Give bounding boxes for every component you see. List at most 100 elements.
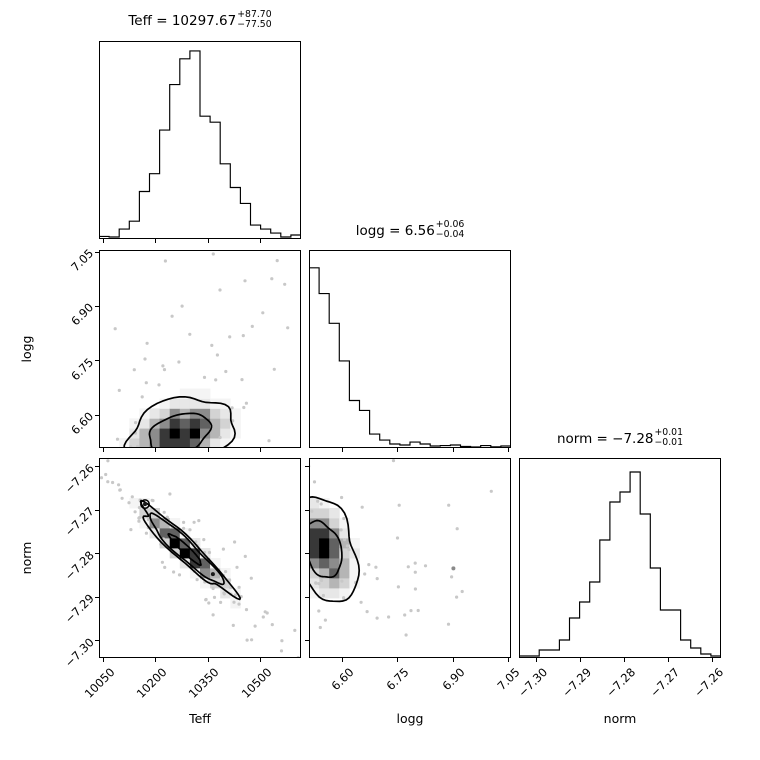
density-cell (139, 518, 150, 529)
contour-line (149, 512, 225, 586)
title-norm-errors: +0.01 −0.01 (654, 427, 684, 449)
sample-point (367, 563, 371, 567)
yaxis-label-logg: logg (19, 335, 34, 363)
sample-point (406, 565, 410, 569)
density-cell (149, 418, 160, 429)
title-norm-minus: −0.01 (654, 437, 684, 448)
contour-line (309, 519, 343, 579)
density-cell (169, 418, 181, 429)
y-tick (305, 596, 309, 598)
sample-point (374, 565, 378, 569)
sample-point (319, 502, 323, 506)
sample-point (310, 509, 314, 513)
contour-line (148, 412, 213, 448)
density-cell (159, 418, 171, 429)
sample-point (375, 616, 379, 620)
sample-point (450, 575, 454, 579)
x-tick (103, 239, 105, 243)
x-tick (536, 658, 538, 662)
title-norm: norm = −7.28 +0.01 −0.01 (519, 426, 721, 452)
density-cell (189, 418, 201, 429)
axes-spine (99, 250, 301, 448)
sample-point (396, 585, 400, 589)
y-tick-label: −7.26 (61, 460, 97, 496)
sample-point (340, 495, 344, 500)
sample-point (286, 326, 290, 330)
sample-point (180, 304, 184, 308)
density-cell (179, 438, 191, 448)
density-cell (220, 418, 231, 429)
sample-point (137, 516, 141, 520)
x-tick (155, 658, 157, 662)
x-tick (711, 658, 713, 662)
density-cell (149, 408, 160, 419)
x-tick-label: 6.60 (328, 665, 357, 694)
x-tick (207, 448, 209, 452)
panel-density-Teff-norm (99, 458, 301, 658)
sample-point (219, 600, 223, 604)
isolated-point (210, 572, 215, 577)
sample-point (144, 531, 148, 535)
sample-point (172, 570, 176, 574)
y-tick (305, 640, 309, 642)
sample-point (118, 488, 122, 492)
sample-point (204, 598, 208, 602)
density-cell (339, 578, 350, 589)
x-tick (207, 239, 209, 243)
sample-point (387, 615, 391, 619)
sample-point (375, 577, 379, 581)
sample-point (242, 405, 246, 410)
sample-point (446, 622, 451, 626)
sample-point (133, 510, 137, 514)
sample-point (129, 528, 133, 532)
histogram-plot (99, 41, 301, 239)
x-tick (103, 658, 105, 662)
contour-line (123, 395, 236, 448)
density-cell (329, 538, 340, 549)
density-cell (309, 518, 320, 529)
density-cell (220, 568, 231, 579)
sample-point (365, 610, 369, 614)
sample-point (145, 341, 149, 345)
x-tick (508, 658, 510, 662)
sample-point (146, 518, 151, 522)
sample-point (283, 282, 287, 286)
y-tick-label: 6.75 (68, 354, 97, 383)
sample-point (163, 259, 167, 263)
y-tick-label: 6.60 (68, 409, 97, 438)
isolated-point (451, 566, 456, 571)
y-tick (95, 466, 99, 468)
sample-point (261, 615, 265, 619)
x-tick (452, 658, 454, 662)
sample-point (182, 526, 186, 530)
sample-point (222, 592, 226, 596)
x-tick (259, 658, 261, 662)
density-cell (149, 528, 160, 539)
sample-point (150, 498, 154, 502)
sample-point (157, 383, 161, 387)
sample-point (221, 547, 225, 551)
sample-point (241, 334, 245, 338)
density-cell (220, 408, 231, 419)
sample-point (280, 639, 284, 643)
panel-density-logg-norm (309, 458, 511, 658)
sample-point (106, 480, 110, 484)
sample-point (321, 593, 325, 598)
x-tick (397, 448, 399, 452)
y-tick (95, 305, 99, 307)
sample-point (363, 572, 367, 576)
density-cell (179, 398, 191, 409)
isolated-contour-ring (140, 499, 150, 510)
density-cell (149, 508, 160, 519)
sample-point (413, 570, 417, 574)
sample-point (143, 357, 147, 361)
x-tick-label: 10200 (133, 665, 170, 701)
axes-spine (309, 458, 511, 658)
histogram-plot (519, 458, 721, 658)
density-cell (139, 428, 150, 439)
x-tick (103, 448, 105, 452)
sample-point (318, 625, 322, 630)
sample-point (316, 499, 320, 503)
title-teff-plus: +87.70 (237, 8, 272, 20)
